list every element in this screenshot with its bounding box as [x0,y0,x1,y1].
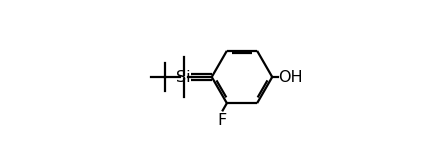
Text: OH: OH [278,69,303,85]
Text: F: F [217,113,227,128]
Text: Si: Si [176,69,191,85]
